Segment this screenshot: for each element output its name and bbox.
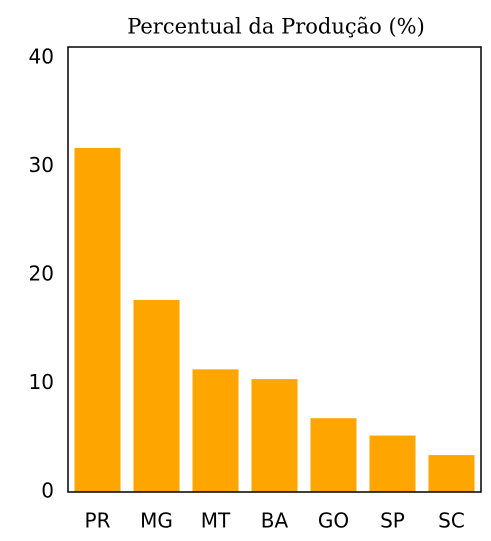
x-tick-label: BA xyxy=(261,509,289,533)
bar xyxy=(192,369,239,492)
y-tick-label: 0 xyxy=(41,479,54,503)
x-tick-label: SC xyxy=(438,509,465,533)
x-tick-label: SP xyxy=(380,509,405,533)
bar xyxy=(428,455,475,492)
y-tick-label: 40 xyxy=(29,44,54,68)
x-tick-label: MT xyxy=(201,509,231,533)
x-tick-label: MG xyxy=(140,509,173,533)
y-tick-label: 20 xyxy=(29,261,54,285)
bar xyxy=(369,435,416,492)
bar xyxy=(251,379,298,492)
y-tick-label: 30 xyxy=(29,153,54,177)
x-tick-label: GO xyxy=(318,509,349,533)
chart-title: Percentual da Produção (%) xyxy=(127,15,425,39)
bar xyxy=(133,299,180,492)
y-tick-label: 10 xyxy=(29,370,54,394)
bar xyxy=(310,418,357,492)
plot-frame xyxy=(67,46,482,493)
x-tick-label: PR xyxy=(85,509,111,533)
bar xyxy=(74,147,121,492)
